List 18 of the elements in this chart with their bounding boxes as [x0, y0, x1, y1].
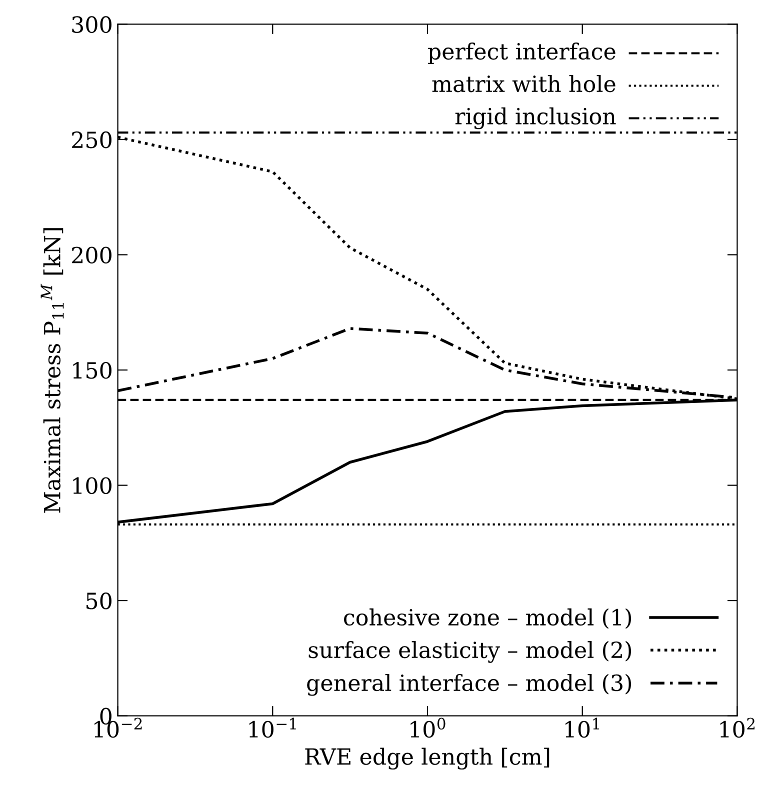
- legend-label: surface elasticity – model (2): [308, 641, 631, 663]
- legend-label: matrix with hole: [432, 75, 616, 92]
- y-tick-label: 50: [86, 592, 112, 610]
- y-tick-label: 250: [72, 131, 112, 148]
- y-tick-label: 300: [72, 16, 112, 33]
- x-tick-label: 10$^{0}$: [410, 718, 446, 738]
- legend-label: cohesive zone – model (1): [344, 608, 631, 629]
- y-tick-label: 200: [72, 246, 112, 264]
- x-tick-label: 10$^{−1}$: [249, 718, 296, 738]
- x-tick-label: 10$^{2}$: [720, 718, 754, 738]
- ref-line-label: rigid inclusion: [455, 107, 616, 130]
- y-tick-label: 150: [73, 362, 112, 379]
- legend-label: general interface – model (3): [307, 674, 631, 696]
- x-tick-label: 10$^{1}$: [566, 718, 599, 738]
- legend-label: perfect interface: [428, 42, 616, 64]
- x-axis-title: RVE edge length [cm]: [305, 748, 550, 770]
- y-axis-title: Maximal stress P$_{11}$$^{M}$ [kN]: [40, 228, 64, 513]
- y-tick-label: 100: [73, 477, 112, 494]
